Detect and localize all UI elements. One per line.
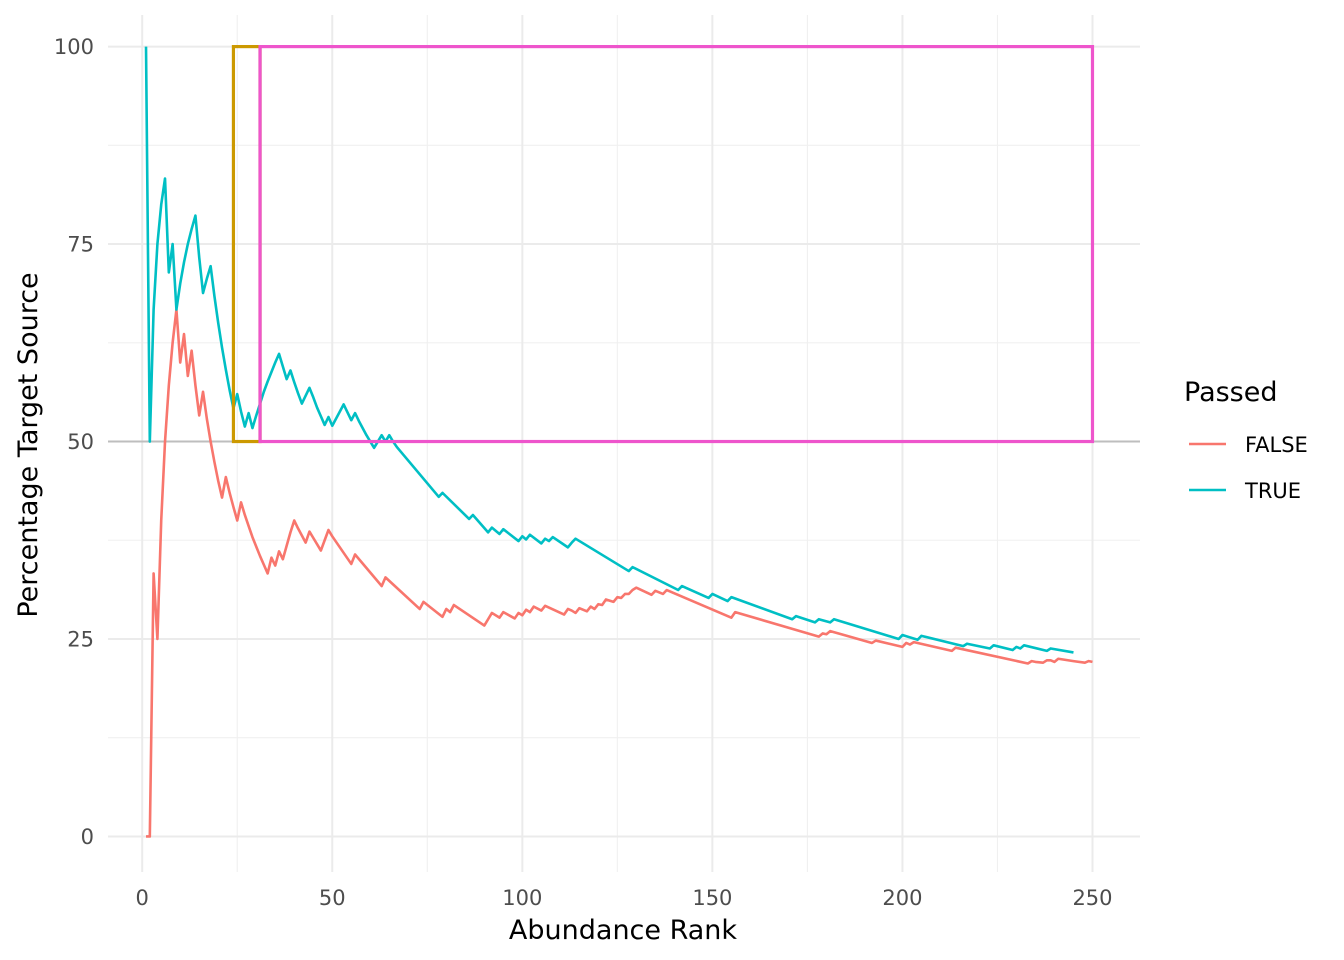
series-layer: [144, 46, 1093, 838]
y-axis-ticks: 0 25 50 75 100: [54, 35, 94, 849]
x-tick-label: 250: [1072, 886, 1112, 910]
x-tick-label: 50: [319, 886, 346, 910]
legend: Passed FALSE TRUE: [1184, 377, 1308, 503]
y-axis-title: Percentage Target Source: [13, 272, 44, 617]
legend-items: FALSE TRUE: [1189, 433, 1308, 503]
x-axis-ticks: 0 50 100 150 200 250: [136, 886, 1113, 910]
y-tick-label: 50: [67, 430, 94, 454]
legend-title: Passed: [1184, 377, 1278, 408]
x-tick-label: 0: [136, 886, 149, 910]
y-tick-label: 75: [67, 233, 94, 257]
legend-label-true: TRUE: [1244, 479, 1301, 503]
minor-gridlines: [108, 15, 1140, 872]
legend-label-false: FALSE: [1245, 433, 1308, 457]
y-tick-label: 0: [81, 825, 94, 849]
series-line-false: [146, 308, 1093, 838]
series-line-true: [144, 46, 1074, 654]
highlight-box-pink: [258, 44, 1095, 444]
y-tick-label: 100: [54, 35, 94, 59]
x-tick-label: 100: [502, 886, 542, 910]
x-tick-label: 200: [882, 886, 922, 910]
x-axis-title: Abundance Rank: [509, 915, 737, 946]
highlight-rectangles: [231, 44, 1095, 444]
major-gridlines: [108, 15, 1140, 872]
y-tick-label: 25: [67, 627, 94, 651]
x-tick-label: 150: [692, 886, 732, 910]
